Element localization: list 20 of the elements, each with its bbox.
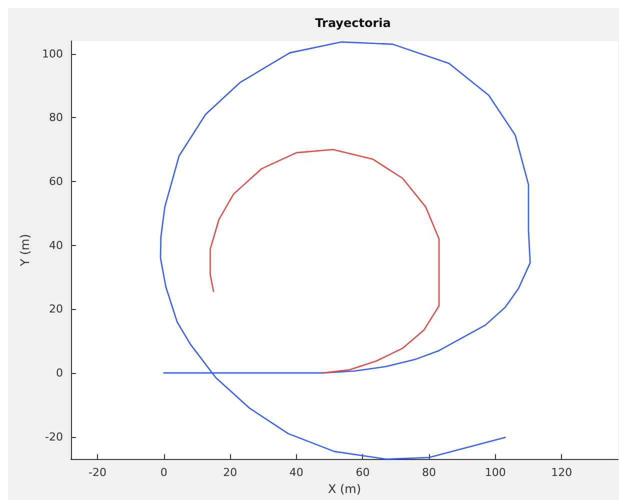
- y-tick-label: 0: [56, 366, 63, 380]
- x-tick-label: 60: [356, 466, 370, 480]
- line-series: [210, 148, 440, 374]
- y-tick-label: 20: [49, 302, 63, 316]
- y-tick-label: -20: [45, 430, 63, 444]
- y-tick-label: 40: [49, 238, 63, 252]
- x-tick-label: -20: [88, 466, 107, 480]
- x-tick-label: 80: [422, 466, 436, 480]
- y-tick-label: 80: [49, 111, 63, 124]
- y-axis-title: Y (m): [18, 234, 32, 268]
- x-tick-label: 120: [551, 466, 572, 480]
- x-axis-title: X (m): [328, 482, 362, 496]
- y-tick-label: 60: [49, 174, 63, 188]
- y-tick-label: 100: [42, 47, 63, 60]
- x-tick-label: 20: [223, 466, 238, 480]
- x-tick-label: 40: [289, 466, 304, 480]
- line-series: [160, 41, 531, 460]
- x-tick-label: 100: [484, 466, 506, 480]
- chart-title: Trayectoria: [315, 16, 391, 30]
- x-tick-label: 0: [160, 466, 168, 480]
